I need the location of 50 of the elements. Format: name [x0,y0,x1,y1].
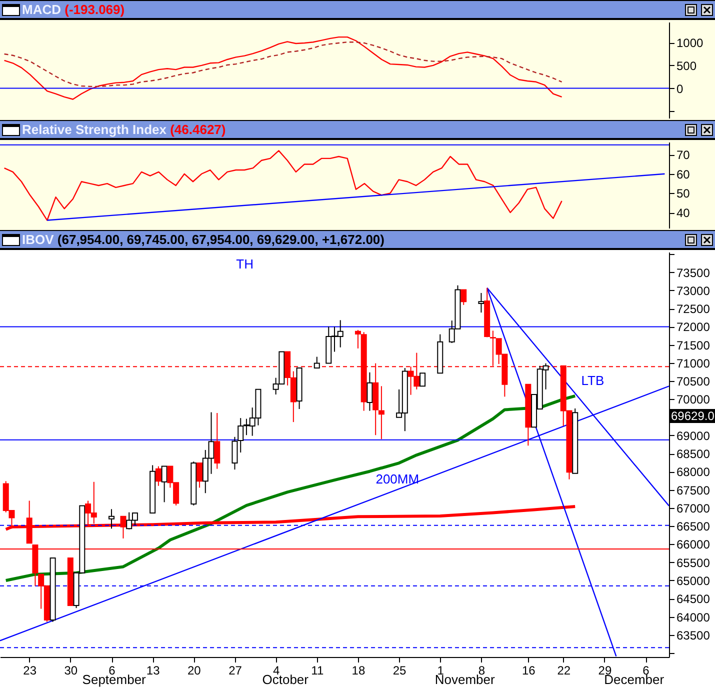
y-tick-label: 0 [676,82,684,96]
y-tick-label: 73500 [676,266,710,280]
annotation: TH [236,256,254,272]
chart-title: MACD [22,2,61,17]
y-tick-label: 71000 [676,356,710,370]
y-tick-label: 72500 [676,302,710,316]
y-tick-label: 500 [676,58,697,73]
x-tick-label: 23 [23,664,37,678]
x-tick-label: 30 [64,664,78,678]
y-tick-label: 66000 [676,538,710,552]
y-tick-label: 65000 [676,574,710,588]
annotation: LTB [581,372,604,388]
y-tick-label: 64500 [676,592,710,606]
y-tick-label: 60 [676,167,690,182]
x-tick-label: 11 [311,664,324,678]
y-tick-label: 71500 [676,338,710,352]
y-tick-label: 63500 [676,628,710,642]
text: 69629.0 [670,408,715,423]
y-tick-label: 50 [676,186,690,201]
chart-subtitle: (-193.069) [64,2,125,17]
y-tick-label: 70 [676,148,690,162]
y-tick-label: 64000 [676,610,710,624]
x-tick-label: 27 [228,664,242,678]
y-tick-label: 66500 [676,520,710,534]
x-tick-label: 22 [557,664,571,678]
y-tick-label: 68500 [676,447,710,462]
chart-subtitle: (67,954.00, 69,745.00, 67,954.00, 69,629.00, +1,672.00) [56,232,384,247]
y-tick-label: 40 [676,206,690,220]
chart-title: Relative Strength Index [22,122,166,137]
y-tick-label: 73000 [676,284,710,298]
y-tick-label: 65500 [676,556,710,570]
x-tick-label: 18 [352,664,366,678]
x-tick-label: 20 [187,664,202,678]
y-tick-label: 72000 [676,320,710,334]
y-tick-label: 1000 [676,36,704,50]
chart-title: IBOV [22,232,54,247]
x-tick-label: 25 [392,664,407,678]
y-tick-label: 70500 [676,374,710,389]
annotation: 200MM [376,472,420,487]
y-tick-label: 67000 [676,501,710,516]
x-tick-label: 16 [522,664,536,678]
chart-subtitle: (46.4627) [169,122,226,137]
y-tick-label: 67500 [676,483,710,498]
x-tick-label: 13 [146,664,160,678]
x-tick-label: 8 [478,664,486,678]
y-tick-label: 70000 [676,392,710,407]
x-tick-label: 6 [108,664,116,678]
x-tick-label: 4 [272,664,280,678]
y-tick-label: 69000 [676,428,710,443]
y-tick-label: 68000 [676,465,710,480]
